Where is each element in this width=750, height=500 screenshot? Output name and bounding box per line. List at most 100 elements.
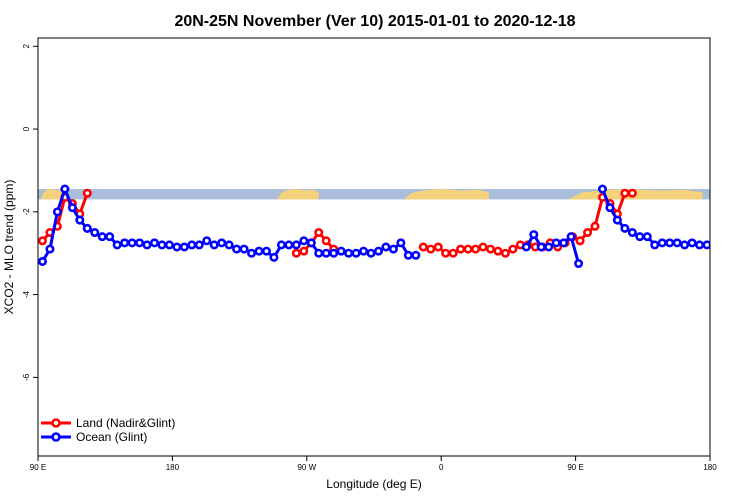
land-ocean-band: [38, 189, 710, 200]
land-point: [508, 244, 518, 254]
ocean-point: [127, 238, 137, 248]
ocean-point: [566, 232, 576, 242]
land-point: [441, 248, 451, 258]
ocean-point: [612, 215, 622, 225]
plot-frame: [37, 37, 711, 457]
land-point: [448, 248, 458, 258]
ocean-point: [321, 248, 331, 258]
ocean-band: [38, 189, 710, 200]
ocean-point: [521, 242, 531, 252]
x-tick-label: 90 E: [30, 463, 46, 472]
y-tick-label: 0: [22, 126, 31, 131]
ocean-point: [672, 238, 682, 248]
ocean-point: [90, 228, 100, 238]
ocean-point: [359, 246, 369, 256]
ocean-point: [157, 240, 167, 250]
land-point: [314, 228, 324, 238]
ocean-point: [254, 246, 264, 256]
legend-marker: [51, 418, 61, 428]
ocean-point: [247, 248, 257, 258]
ocean-point: [105, 232, 115, 242]
x-axis: 90 E 180 90 W 0 90 E 180: [30, 456, 717, 472]
ocean-point: [366, 248, 376, 258]
ocean-point: [635, 232, 645, 242]
ocean-point: [209, 240, 219, 250]
ocean-point: [605, 203, 615, 213]
ocean-point: [135, 238, 145, 248]
ocean-point: [551, 238, 561, 248]
land-point: [583, 228, 593, 238]
ocean-point: [650, 240, 660, 250]
ocean-point: [597, 184, 607, 194]
land-point: [575, 236, 585, 246]
land-region: [276, 189, 319, 200]
land-point: [478, 242, 488, 252]
legend-label: Land (Nadir&Glint): [76, 416, 175, 430]
ocean-point: [261, 246, 271, 256]
ocean-point: [269, 252, 279, 262]
ocean-point: [642, 232, 652, 242]
ocean-point: [291, 240, 301, 250]
ocean-point: [388, 244, 398, 254]
ocean-point: [60, 184, 70, 194]
x-tick-label: 180: [703, 463, 717, 472]
land-point: [500, 248, 510, 258]
x-tick-label: 0: [439, 463, 444, 472]
ocean-point: [67, 203, 77, 213]
ocean-point: [680, 240, 690, 250]
ocean-point: [52, 207, 62, 217]
ocean-point: [559, 238, 569, 248]
land-point: [456, 244, 466, 254]
y-axis-label: XCO2 - MLO trend (ppm): [2, 180, 16, 315]
ocean-point: [97, 232, 107, 242]
x-axis-label: Longitude (deg E): [326, 477, 421, 491]
land-point: [299, 246, 309, 256]
y-tick-label: -6: [22, 373, 31, 381]
land-region: [40, 189, 64, 200]
ocean-point: [529, 230, 539, 240]
land-point: [418, 242, 428, 252]
series-ocean: [38, 184, 710, 269]
y-tick-label: -2: [22, 208, 31, 216]
ocean-point: [396, 238, 406, 248]
ocean-point: [544, 242, 554, 252]
ocean-point: [336, 246, 346, 256]
ocean-point: [187, 240, 197, 250]
ocean-point: [702, 240, 710, 250]
land-point: [433, 242, 443, 252]
land-point: [493, 246, 503, 256]
ocean-point: [299, 236, 309, 246]
ocean-point: [142, 240, 152, 250]
y-axis: 2 0 -2 -4 -6: [22, 44, 38, 381]
land-point: [426, 244, 436, 254]
ocean-point: [38, 256, 47, 266]
legend: Land (Nadir&Glint)Ocean (Glint): [41, 416, 175, 444]
ocean-point: [202, 236, 212, 246]
land-region: [403, 189, 489, 200]
ocean-point: [381, 242, 391, 252]
x-tick-label: 90 W: [297, 463, 316, 472]
ocean-point: [45, 244, 55, 254]
land-point: [627, 188, 637, 198]
ocean-point: [373, 246, 383, 256]
ocean-point: [344, 248, 354, 258]
ocean-point: [217, 238, 227, 248]
ocean-point: [709, 246, 710, 248]
ocean-point: [120, 238, 130, 248]
land-point: [291, 248, 301, 258]
ocean-point: [276, 240, 286, 250]
land-point: [471, 244, 481, 254]
ocean-point: [329, 248, 339, 258]
ocean-point: [314, 248, 324, 258]
ocean-point: [239, 244, 249, 254]
ocean-point: [194, 240, 204, 250]
land-point: [590, 221, 600, 231]
ocean-point: [112, 240, 122, 250]
ocean-point: [403, 250, 413, 260]
ocean-point: [224, 240, 234, 250]
ocean-point: [232, 244, 242, 254]
land-point: [485, 244, 495, 254]
land-point: [321, 236, 331, 246]
chart-title: 20N-25N November (Ver 10) 2015-01-01 to …: [174, 13, 575, 30]
